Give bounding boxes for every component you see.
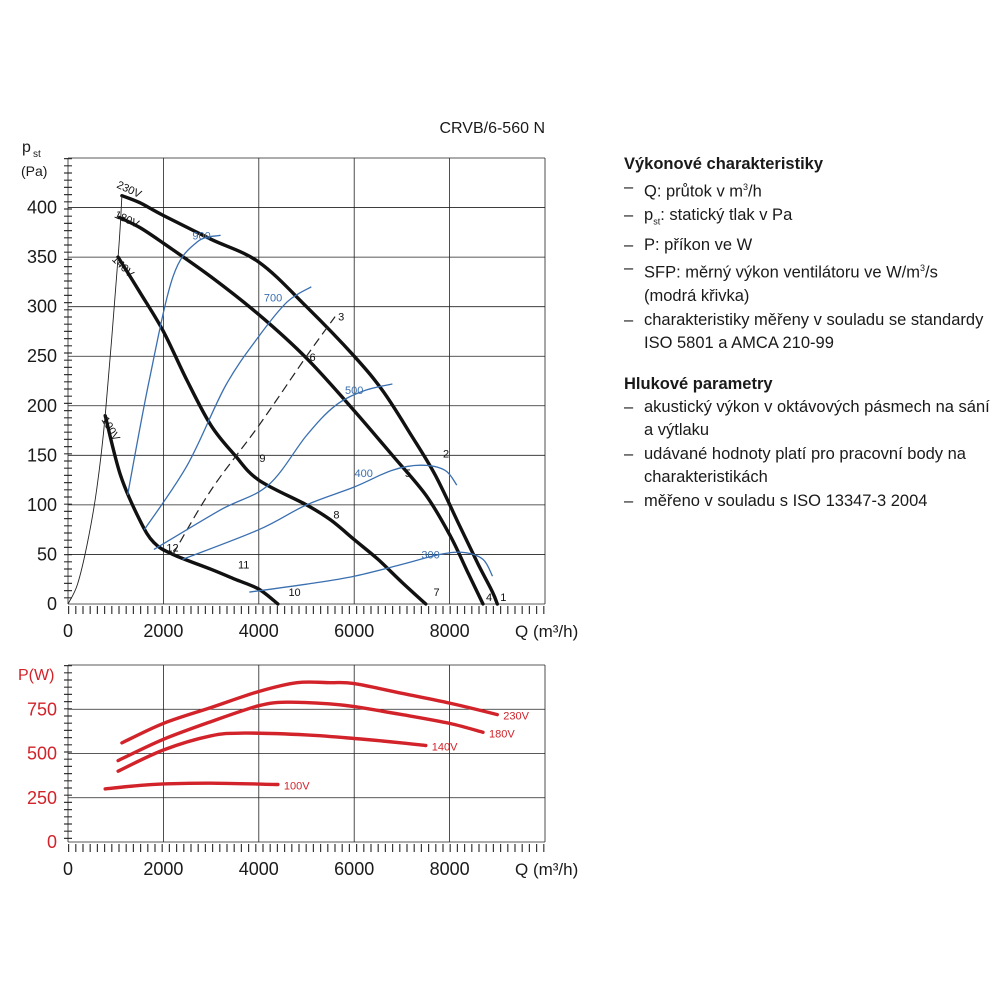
power-series-label: 180V	[489, 728, 515, 740]
series-label: 180V	[112, 209, 141, 231]
series-line-500	[153, 383, 393, 551]
operating-point-label: 1	[500, 592, 506, 604]
sfp-sup: 3	[920, 263, 926, 274]
power-series-label: 140V	[432, 742, 458, 754]
pressure-chart: 0 2000 4000 6000 8000 0 50 100 150 200 250 300 350 40…	[21, 120, 578, 641]
q-suffix: /h	[748, 182, 762, 201]
chart-title: CRVB/6-560 N	[439, 120, 545, 137]
power-chart: 0 2000 4000 6000 8000 0 250 500 750 Q (m³/h) P(W) 2…	[18, 664, 578, 879]
series-label: 900	[192, 230, 210, 242]
power-series-label: 230V	[503, 711, 529, 723]
series-line-black-thin-system	[67, 195, 123, 605]
performance-item-q: Q: průtok v m3/h	[624, 176, 994, 204]
y-tick-label: 0	[47, 594, 57, 614]
noise-item: měřeno v souladu s ISO 13347-3 2004	[624, 490, 994, 514]
noise-heading: Hlukové parametry	[624, 374, 773, 393]
x-tick-label: 2000	[143, 621, 183, 641]
x-tick-label: 0	[63, 621, 73, 641]
operating-point-label: 6	[310, 352, 316, 364]
operating-point-label: 8	[333, 510, 339, 522]
sfp-suffix: /s (modrá křivka)	[644, 263, 938, 306]
operating-point-label: 11	[238, 559, 249, 571]
series-line-140V	[116, 255, 428, 606]
x-tick-label: 6000	[334, 859, 374, 879]
performance-item-standards: charakteristiky měřeny v souladu se stan…	[624, 309, 994, 356]
q-text: Q: průtok v m	[644, 182, 744, 201]
series-line-300	[249, 551, 494, 593]
y-tick-label: 250	[27, 788, 57, 808]
q-sup: 3	[743, 182, 749, 192]
operating-point-label: 12	[166, 542, 178, 554]
series-line-900	[126, 234, 221, 496]
y-tick-label: 100	[27, 495, 57, 515]
y-axis-label: P(W)	[18, 667, 54, 684]
x-tick-label: 8000	[430, 621, 470, 641]
y-tick-label: 150	[27, 445, 57, 465]
y-tick-label: 0	[47, 832, 57, 852]
series-label: 100V	[99, 415, 123, 444]
series-label: 10	[288, 587, 300, 599]
noise-item: akustický výkon v oktávových pásmech na …	[624, 396, 994, 443]
y-tick-label: 50	[37, 544, 57, 564]
y-tick-label: 500	[27, 744, 57, 764]
performance-heading: Výkonové charakteristiky	[624, 155, 824, 173]
series-label: 140V	[109, 254, 136, 281]
series-line-230V	[120, 194, 499, 606]
operating-point-label: 4	[486, 592, 492, 604]
x-tick-label: 6000	[334, 621, 374, 641]
p-text: p	[644, 206, 654, 224]
y-tick-label: 200	[27, 396, 57, 416]
series-line-black-dashed	[172, 316, 336, 555]
series-line-400	[182, 464, 458, 561]
noise-list: akustický výkon v oktávových pásmech na …	[624, 396, 994, 514]
power-series-label: 100V	[284, 780, 310, 792]
operating-point-label: 7	[434, 587, 440, 599]
power-line-180V	[116, 700, 485, 763]
performance-item-power: P: příkon ve W	[624, 234, 994, 258]
y-tick-label: 400	[27, 198, 57, 218]
noise-item: udávané hodnoty platí pro pracovní body …	[624, 443, 994, 490]
series-line-100V	[103, 414, 280, 606]
x-axis-label: Q (m³/h)	[515, 622, 578, 641]
power-line-140V	[116, 731, 428, 773]
series-label: 700	[264, 293, 282, 305]
x-axis-label: Q (m³/h)	[515, 860, 578, 879]
x-tick-label: 2000	[143, 859, 183, 879]
x-tick-label: 4000	[239, 859, 279, 879]
operating-point-label: 9	[259, 453, 265, 465]
y-tick-label: 300	[27, 297, 57, 317]
x-tick-label: 8000	[430, 859, 470, 879]
y-tick-label: 250	[27, 346, 57, 366]
series-label: 400	[355, 468, 373, 480]
power-line-230V	[120, 680, 499, 745]
series-line-180V	[117, 215, 485, 606]
p-sub: st	[653, 216, 661, 227]
x-tick-label: 0	[63, 859, 73, 879]
performance-list: Q: průtok v m3/h pst: statický tlak v Pa…	[624, 176, 994, 356]
performance-item-sfp: SFP: měrný výkon ventilátoru ve W/m3/s (…	[624, 257, 994, 309]
series-line-700	[143, 286, 312, 531]
info-panel: Výkonové charakteristiky Q: průtok v m3/…	[624, 152, 994, 529]
y-axis-unit: (Pa)	[21, 163, 47, 179]
series-label: 300	[421, 549, 439, 561]
operating-point-label: 2	[443, 448, 449, 460]
sfp-text: SFP: měrný výkon ventilátoru ve W/m	[644, 263, 920, 282]
power-line-100V	[103, 781, 280, 791]
y-axis-label-sub: st	[33, 149, 41, 160]
series-label: 500	[345, 385, 363, 397]
operating-point-label: 3	[338, 312, 344, 324]
y-tick-label: 750	[27, 699, 57, 719]
x-tick-label: 4000	[239, 621, 279, 641]
performance-item-pressure: pst: statický tlak v Pa	[624, 204, 994, 234]
y-axis-label: p	[22, 139, 31, 156]
y-tick-label: 350	[27, 247, 57, 267]
operating-point-label: 5	[405, 468, 411, 480]
p-suffix: : statický tlak v Pa	[660, 206, 793, 224]
